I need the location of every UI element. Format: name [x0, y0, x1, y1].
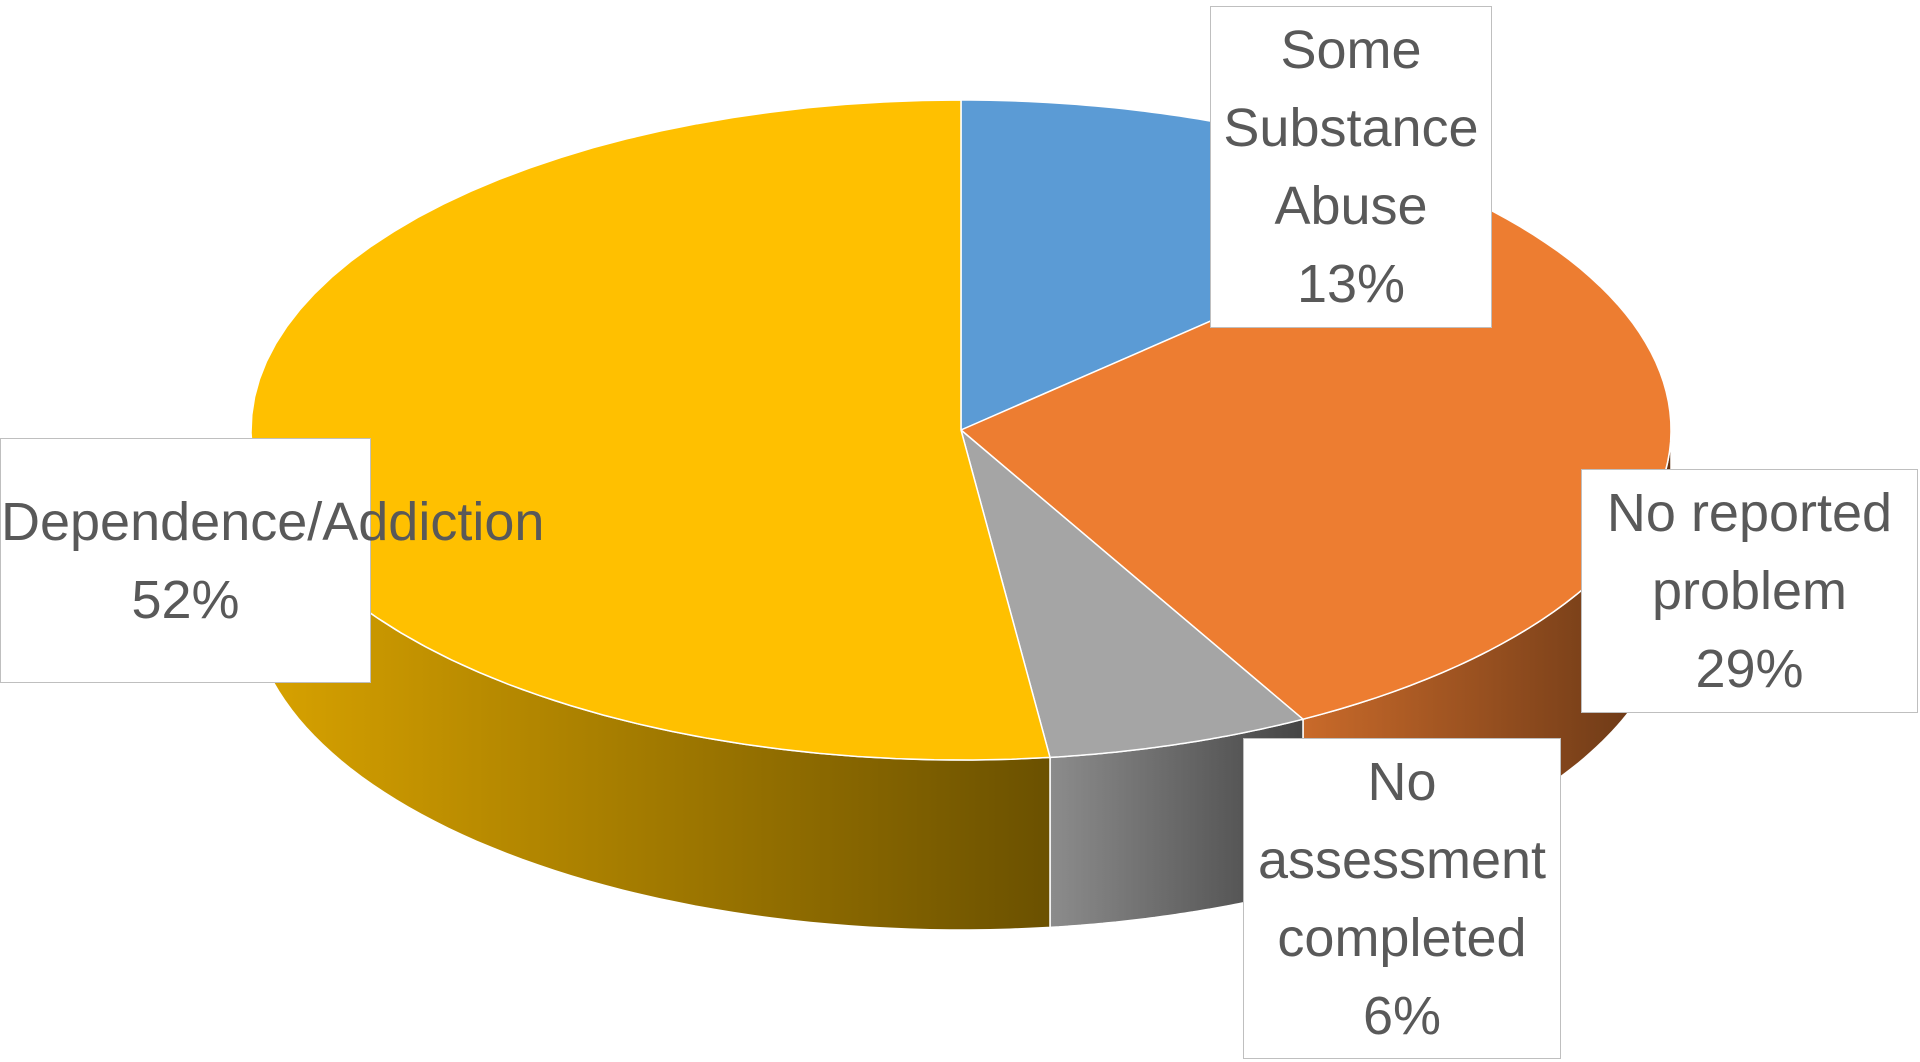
- data-label: No reported problem 29%: [1581, 469, 1918, 713]
- slice: [959, 427, 1305, 759]
- data-label: No assessment completed 6%: [1243, 738, 1561, 1059]
- label-value: 52%: [131, 569, 240, 630]
- label-value: 6%: [1362, 985, 1442, 1046]
- label-category: No reported problem: [1606, 483, 1893, 621]
- label-category: No assessment completed: [1257, 751, 1547, 968]
- label-category: Dependence/Addiction: [1, 491, 545, 552]
- label-category: Some Substance Abuse: [1223, 20, 1479, 236]
- label-value: 29%: [1695, 639, 1804, 699]
- data-label: Some Substance Abuse 13%: [1210, 6, 1492, 328]
- label-value: 13%: [1296, 254, 1406, 314]
- data-label: Dependence/Addiction 52%: [0, 438, 545, 683]
